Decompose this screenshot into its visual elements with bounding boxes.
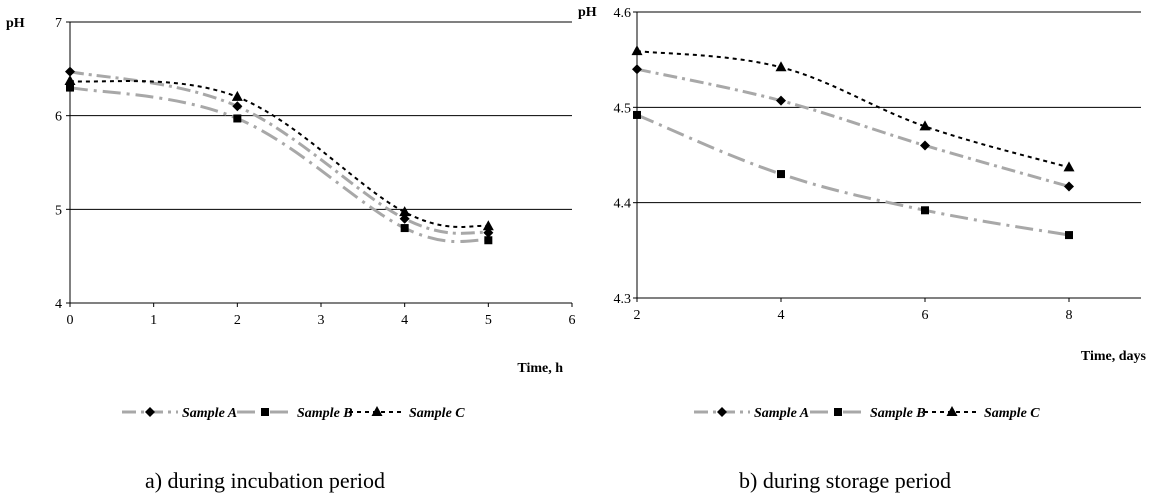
legend-label: Sample A [182,406,237,421]
y-tick-label: 4 [55,297,62,312]
gridlines [70,21,572,210]
y-tick-label: 6 [55,110,62,125]
y-tick-label: 5 [55,203,62,218]
data-point [66,83,74,92]
legend-label: Sample B [297,406,353,421]
x-tick-label: 2 [634,308,641,323]
y-tick-label: 4.3 [614,292,632,307]
x-tick-label: 2 [234,313,241,328]
series-lines [64,66,494,245]
x-ticks: 2 4 6 8 [634,298,1073,323]
data-point [399,213,410,224]
data-point [65,66,75,77]
x-tick-label: 8 [1066,308,1073,323]
x-tick-label: 1 [150,313,157,328]
plot-frame [636,12,1141,299]
legend-marker [261,408,269,416]
y-axis-label: pH [6,16,25,31]
y-tick-label: 4.6 [614,6,632,21]
series-line [636,50,1070,169]
x-tick-label: 5 [485,313,492,328]
data-point [633,110,641,119]
x-tick-label: 6 [922,308,929,323]
legend-marker [717,407,727,417]
data-point [231,90,243,101]
data-point [921,206,929,215]
x-tick-label: 4 [401,313,408,328]
data-point [1064,181,1074,192]
legend-label: Sample A [754,406,809,421]
legend: Sample A Sample B Sample C [122,406,465,421]
y-axis-label: pH [578,5,597,20]
data-point [776,95,786,106]
chart-caption: b) during storage period [739,468,951,493]
y-ticks: 4 5 6 7 [55,16,70,312]
data-point [1065,231,1073,240]
y-tick-label: 4.5 [614,101,632,116]
x-axis-label: Time, h [517,361,563,376]
x-tick-label: 0 [67,313,74,328]
series-line [69,80,489,228]
data-point [233,114,242,123]
series-line [636,113,1070,237]
data-point [399,206,411,217]
gridlines [637,11,1141,204]
legend-marker [834,408,842,416]
series-line [69,86,489,244]
x-axis-label: Time, days [1081,349,1147,364]
data-point [482,220,494,231]
chart-storage: pH Time, days 4.3 4.4 4.5 4.6 2 4 6 8 Sample A… [578,5,1147,493]
data-point [483,227,494,238]
x-tick-label: 6 [569,313,576,328]
series-line [636,67,1070,188]
legend-label: Sample C [984,406,1040,421]
data-point [775,61,787,72]
data-point [484,236,493,245]
legend-marker [145,407,155,417]
data-point [777,170,785,179]
data-point [64,75,76,86]
chart-incubation: pH Time, h 4 5 6 7 0 1 2 3 4 5 6 Sample A Sample B… [6,16,576,493]
data-point [232,101,243,112]
legend-label: Sample B [870,406,926,421]
data-point [1063,161,1075,172]
chart-caption: a) during incubation period [145,468,385,493]
data-point [631,45,643,56]
data-point [920,140,930,151]
legend-marker [371,406,383,416]
data-point [632,64,642,75]
y-ticks: 4.3 4.4 4.5 4.6 [614,6,637,307]
legend-label: Sample C [409,406,465,421]
data-point [400,224,409,233]
x-ticks: 0 1 2 3 4 5 6 [67,303,576,328]
y-tick-label: 4.4 [614,197,632,212]
plot-frame [69,22,572,304]
series-lines [631,45,1075,240]
data-point [919,120,931,131]
y-tick-label: 7 [55,16,62,31]
x-tick-label: 4 [778,308,785,323]
legend-marker [946,406,958,416]
legend: Sample A Sample B Sample C [694,406,1040,421]
x-tick-label: 3 [318,313,325,328]
